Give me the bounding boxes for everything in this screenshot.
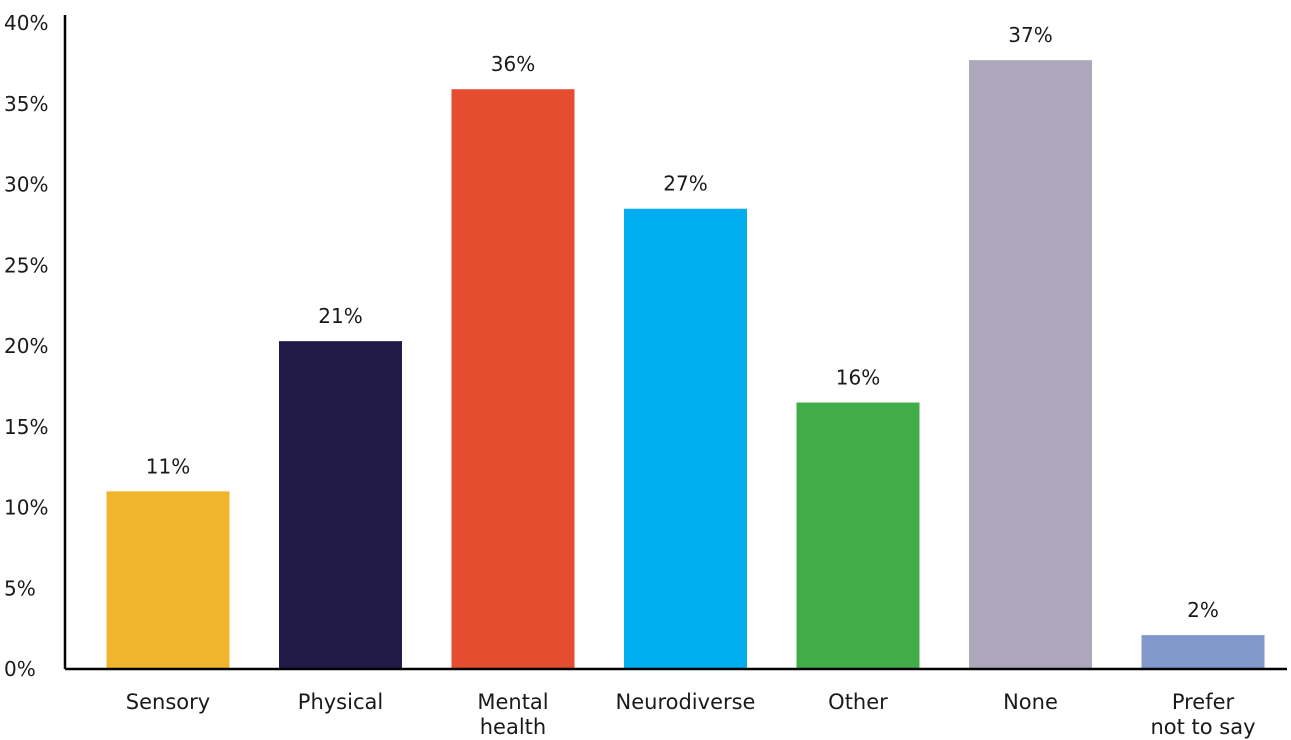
data-label: 27% (663, 172, 707, 196)
data-label: 21% (318, 304, 362, 328)
category-label: Neurodiverse (616, 690, 756, 714)
bar-sensory (106, 491, 230, 669)
data-label: 16% (836, 366, 880, 390)
data-label: 2% (1187, 598, 1219, 622)
y-tick-label: 35% (4, 92, 48, 116)
y-tick-label: 40% (4, 11, 48, 35)
category-label: Sensory (126, 690, 210, 714)
y-axis-ticks: 0% 5% 10% 15% 20% 25% 30% 35% 40% (4, 11, 48, 681)
y-tick-label: 10% (4, 496, 48, 520)
y-tick-label: 20% (4, 334, 48, 358)
category-label: not to say (1150, 715, 1255, 739)
data-label: 37% (1008, 23, 1052, 47)
bar-physical (279, 341, 402, 669)
category-label: Physical (298, 690, 383, 714)
y-tick-label: 30% (4, 173, 48, 197)
y-tick-label: 5% (4, 576, 36, 600)
y-tick-label: 25% (4, 253, 48, 277)
bar-prefer-not-to-say (1141, 635, 1265, 669)
data-labels-group: 11% 21% 36% 27% 16% 37% 2% (146, 23, 1219, 622)
bar-mental-health (451, 89, 575, 670)
category-label: None (1003, 690, 1058, 714)
y-tick-label: 15% (4, 415, 48, 439)
bar-none (969, 60, 1092, 669)
bars-group (106, 60, 1265, 670)
bar-neurodiverse (624, 208, 747, 669)
category-label: Other (828, 690, 888, 714)
category-label: Mental (477, 690, 548, 714)
category-label: health (480, 715, 546, 739)
data-label: 36% (491, 52, 535, 76)
category-label: Prefer (1172, 690, 1235, 714)
data-label: 11% (146, 454, 190, 478)
y-tick-label: 0% (4, 657, 36, 681)
bar-other (796, 402, 920, 669)
